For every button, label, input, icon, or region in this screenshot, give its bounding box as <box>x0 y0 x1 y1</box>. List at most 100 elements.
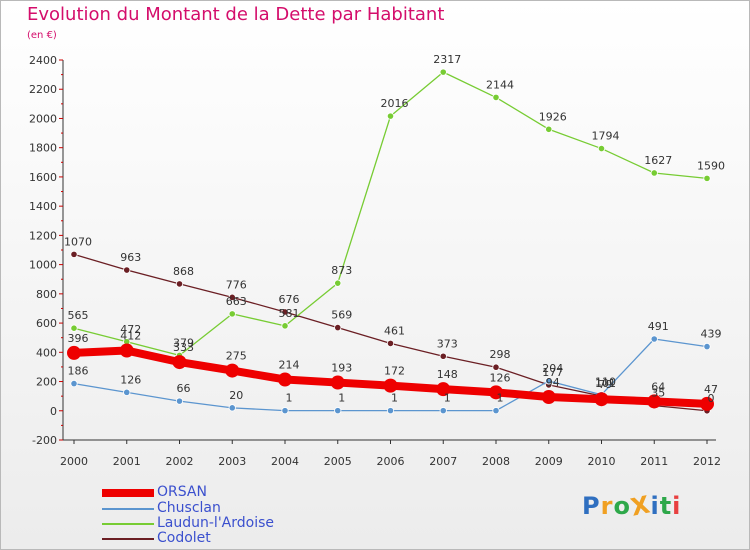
data-label: 35 <box>651 387 665 400</box>
data-label: 126 <box>120 373 141 386</box>
data-point <box>334 279 342 287</box>
y-tick-label: 400 <box>36 346 57 359</box>
data-point <box>594 392 609 407</box>
data-label: 569 <box>331 309 352 322</box>
chart-title: Evolution du Montant de la Dette par Hab… <box>27 4 445 25</box>
data-point <box>492 93 500 102</box>
legend-item: Codolet <box>102 531 211 546</box>
x-tick-label: 2011 <box>640 455 668 468</box>
data-label: 379 <box>173 336 194 349</box>
data-label: 64 <box>651 380 665 393</box>
data-label: 1 <box>338 392 345 405</box>
legend-swatch <box>102 537 154 540</box>
data-label: 472 <box>120 323 141 336</box>
data-label: 373 <box>437 337 458 350</box>
data-point <box>70 379 78 388</box>
data-label: 186 <box>68 365 89 378</box>
data-point <box>650 169 658 177</box>
legend-label: Chusclan <box>157 500 221 516</box>
data-label: 1590 <box>697 159 725 172</box>
series-lines <box>70 71 711 412</box>
y-tick-label: 0 <box>50 405 57 418</box>
data-label: 1 <box>391 392 398 405</box>
data-label: 565 <box>68 309 89 322</box>
data-point <box>281 308 289 316</box>
legend-label: Laudun-l'Ardoise <box>157 515 275 531</box>
data-point <box>175 280 184 288</box>
data-label: 110 <box>595 376 616 389</box>
data-label: 298 <box>490 348 511 361</box>
y-tick-label: 2200 <box>29 83 57 96</box>
data-label: 177 <box>542 366 563 379</box>
legend-item: Chusclan <box>102 501 221 516</box>
data-point <box>439 407 447 415</box>
data-point <box>175 397 184 405</box>
data-label: 1926 <box>539 110 567 123</box>
data-point <box>386 339 395 347</box>
data-label: 776 <box>226 278 247 291</box>
data-label: 0 <box>708 392 715 405</box>
x-tick-label: 2002 <box>166 455 194 468</box>
y-tick-label: 2400 <box>29 54 57 67</box>
y-tick-label: 800 <box>36 288 57 301</box>
data-label: 66 <box>177 382 191 395</box>
data-point <box>228 404 236 412</box>
data-label: 333 <box>173 341 194 354</box>
data-label: 396 <box>68 332 89 345</box>
data-point <box>386 112 395 120</box>
data-point <box>172 355 187 370</box>
data-label: 963 <box>120 251 141 264</box>
data-label: 868 <box>173 265 194 278</box>
legend-label: ORSAN <box>157 484 207 500</box>
series-points <box>67 68 714 415</box>
y-tick-label: 1800 <box>29 142 57 155</box>
data-label: 193 <box>331 362 352 375</box>
data-label: 581 <box>279 307 300 320</box>
data-point <box>597 144 606 153</box>
data-label: 94 <box>546 376 560 389</box>
data-point <box>330 375 345 390</box>
data-label: 47 <box>704 383 718 396</box>
y-tick-label: 200 <box>36 376 57 389</box>
data-label: 491 <box>648 320 669 333</box>
data-point <box>545 125 553 133</box>
data-label: 412 <box>120 330 141 343</box>
y-tick-label: 1000 <box>29 259 57 272</box>
data-point <box>703 174 711 182</box>
data-point <box>70 324 78 332</box>
proxiti-logo: ProXiti <box>582 490 682 522</box>
data-point <box>123 388 131 396</box>
x-tick-label: 2008 <box>482 455 510 468</box>
data-point <box>386 407 395 415</box>
data-label: 1 <box>497 392 504 405</box>
data-point <box>439 68 447 76</box>
data-label: 126 <box>490 371 511 384</box>
y-tick-label: 1200 <box>29 229 57 242</box>
data-point <box>492 407 500 415</box>
legend-item: Laudun-l'Ardoise <box>102 516 274 531</box>
data-point <box>67 345 81 360</box>
x-tick-label: 2000 <box>60 455 88 468</box>
x-tick-label: 2009 <box>535 455 563 468</box>
data-point <box>439 352 447 360</box>
chart-axes: -200020040060080010001200140016001800200… <box>29 54 721 468</box>
data-label: 2016 <box>381 97 409 110</box>
data-point <box>225 363 240 378</box>
data-label: 79 <box>599 378 613 391</box>
data-label: 20 <box>229 389 243 402</box>
data-point <box>334 407 342 415</box>
legend-label: Codolet <box>157 530 211 546</box>
x-tick-label: 2012 <box>693 455 721 468</box>
data-point <box>703 343 711 351</box>
data-label: 2144 <box>486 78 514 91</box>
data-point <box>123 266 131 274</box>
data-point <box>541 390 556 405</box>
data-label: 172 <box>384 365 405 378</box>
legend-item: ORSAN <box>102 485 207 500</box>
data-point <box>228 310 236 318</box>
data-point <box>119 343 134 358</box>
chart-subtitle: (en €) <box>27 30 57 41</box>
x-tick-label: 2010 <box>588 455 616 468</box>
